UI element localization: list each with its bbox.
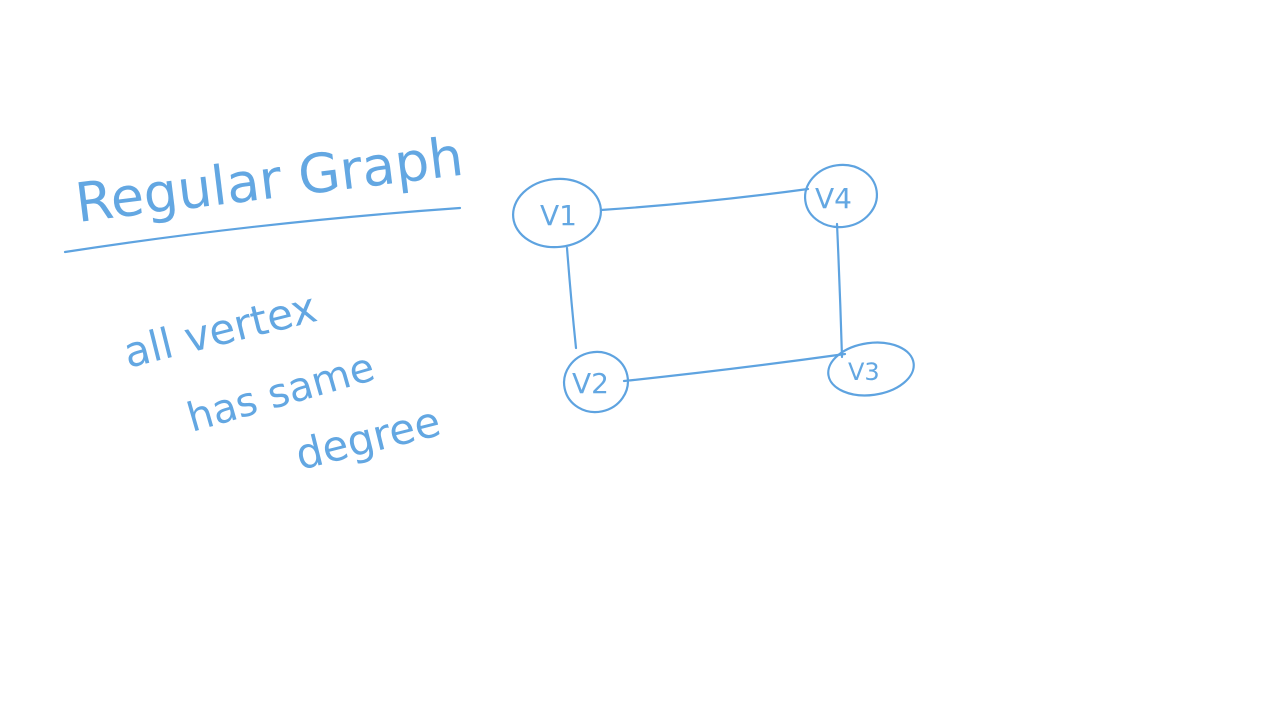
note-line-3: degree [291,397,446,480]
edge-v1-v2 [565,246,578,350]
edge-v1-v4 [599,187,810,212]
vertex-v1: V1 [511,177,603,249]
edge-v4-v3 [835,222,844,359]
vertex-v3: V3 [827,341,915,397]
title-underline [63,206,462,254]
vertex-v1-label: V1 [540,199,577,232]
vertex-v3-label: V3 [848,358,880,386]
title-text: Regular Graph [72,125,467,235]
vertex-v4-label: V4 [815,182,852,215]
vertex-v4: V4 [803,163,879,229]
note-line-1: all vertex [119,283,322,378]
vertex-v2-label: V2 [572,367,609,400]
vertex-v2: V2 [562,350,630,414]
edge-v2-v3 [622,352,847,383]
